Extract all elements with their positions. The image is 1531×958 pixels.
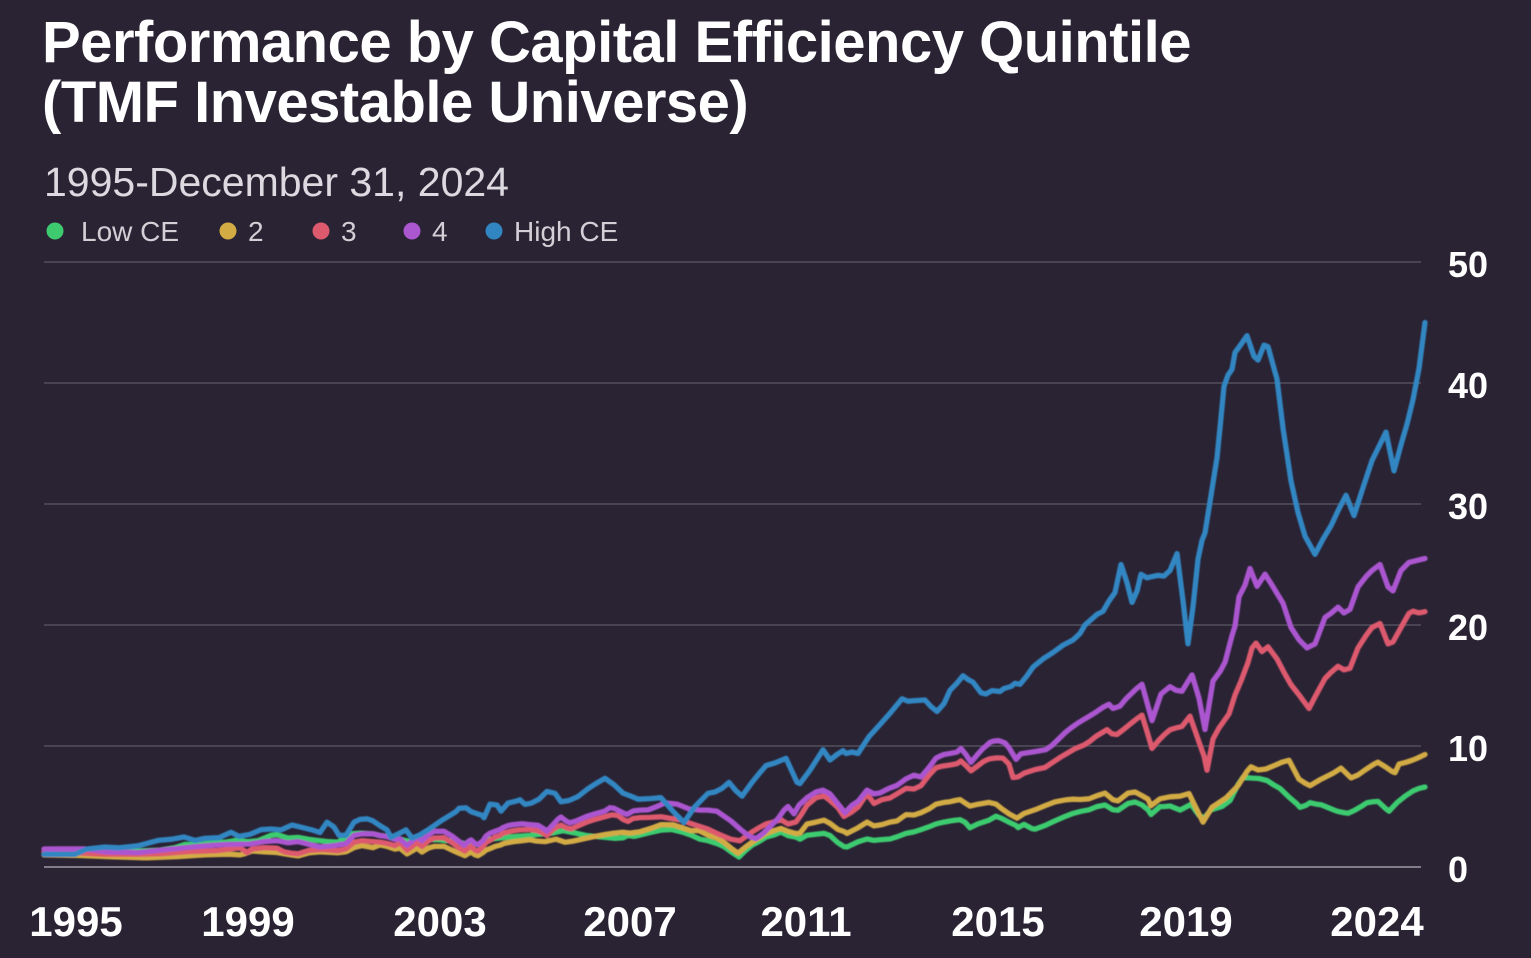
- svg-text:40: 40: [1448, 365, 1488, 406]
- svg-text:20: 20: [1448, 607, 1488, 648]
- svg-text:2003: 2003: [393, 898, 486, 945]
- svg-text:1995: 1995: [29, 898, 122, 945]
- svg-text:1995-December 31, 2024: 1995-December 31, 2024: [44, 159, 509, 205]
- svg-text:Low CE: Low CE: [81, 216, 179, 247]
- svg-text:2019: 2019: [1139, 898, 1232, 945]
- svg-text:2024: 2024: [1330, 898, 1424, 945]
- svg-text:3: 3: [341, 216, 357, 247]
- svg-text:50: 50: [1448, 244, 1488, 285]
- svg-text:10: 10: [1448, 728, 1488, 769]
- svg-text:2011: 2011: [760, 898, 851, 945]
- svg-text:2015: 2015: [951, 898, 1044, 945]
- svg-text:0: 0: [1448, 849, 1468, 890]
- svg-text:2007: 2007: [583, 898, 676, 945]
- svg-text:4: 4: [432, 216, 448, 247]
- svg-text:1999: 1999: [201, 898, 294, 945]
- svg-text:Performance by Capital Efficie: Performance by Capital Efficiency Quinti…: [42, 10, 1191, 75]
- svg-text:2: 2: [248, 216, 264, 247]
- svg-text:High CE: High CE: [514, 216, 618, 247]
- svg-text:(TMF Investable Universe): (TMF Investable Universe): [42, 70, 748, 135]
- svg-text:30: 30: [1448, 486, 1488, 527]
